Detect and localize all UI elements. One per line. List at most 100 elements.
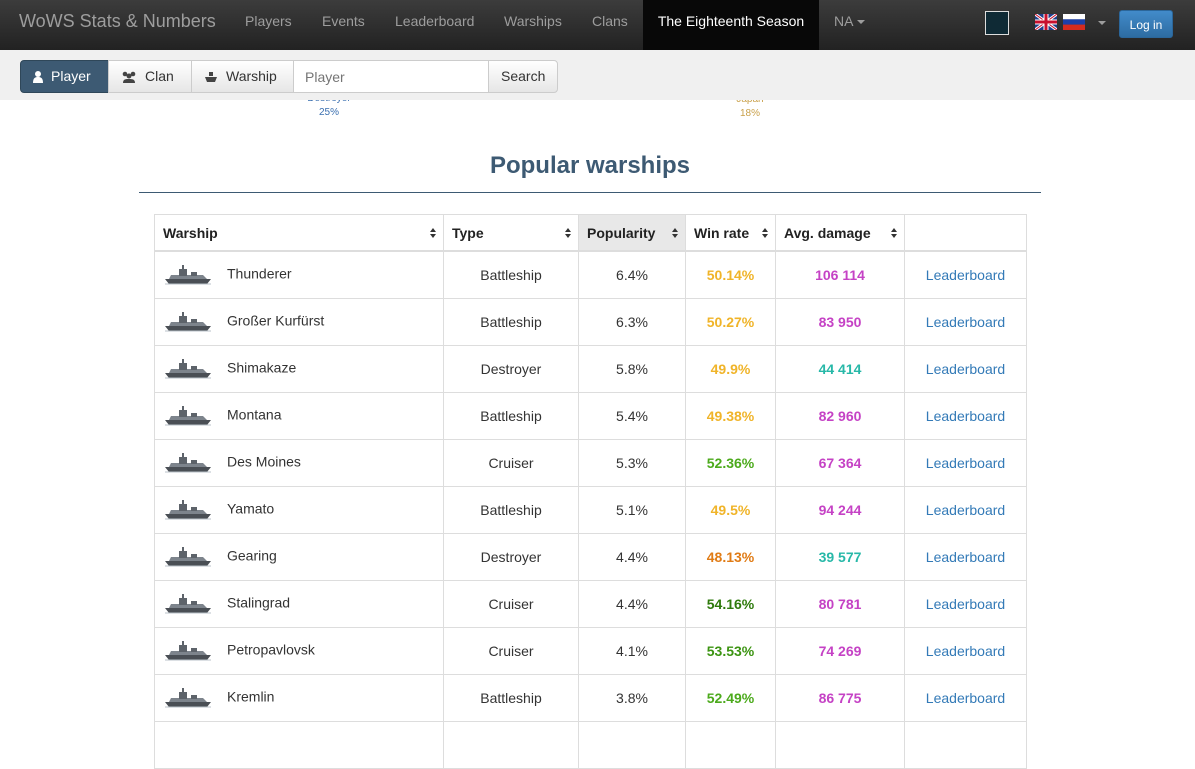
- avg-damage-cell: 67 364: [775, 439, 905, 487]
- ship-image: [165, 406, 211, 426]
- login-button[interactable]: Log in: [1119, 10, 1173, 38]
- nav-link[interactable]: Warships: [504, 13, 562, 29]
- nav-link[interactable]: Players: [245, 13, 292, 29]
- nav-link[interactable]: Leaderboard: [395, 13, 475, 29]
- popularity-cell: 5.3%: [578, 439, 686, 487]
- table-row-partial: [154, 721, 1027, 769]
- win-rate-cell: 50.27%: [685, 298, 776, 346]
- avg-damage-cell: 83 950: [775, 298, 905, 346]
- region-dropdown[interactable]: NA: [834, 0, 866, 50]
- warship-name: Stalingrad: [227, 594, 291, 611]
- leaderboard-link[interactable]: Leaderboard: [904, 439, 1027, 487]
- warship-cell: Montana: [154, 392, 444, 440]
- warship-name: Großer Kurfürst: [227, 312, 325, 329]
- win-rate-cell: 48.13%: [685, 533, 776, 581]
- search-button[interactable]: Search: [488, 60, 559, 93]
- win-rate-cell: 50.14%: [685, 250, 776, 299]
- brand[interactable]: WoWS Stats & Numbers: [19, 11, 216, 31]
- leaderboard-link[interactable]: Leaderboard: [904, 298, 1027, 346]
- avg-damage-cell: 82 960: [775, 392, 905, 440]
- avg-damage-cell: 86 775: [775, 674, 905, 722]
- table-row: Petropavlovsk Cruiser 4.1% 53.53% 74 269 Lead…: [154, 627, 1027, 675]
- avg-damage-cell: 80 781: [775, 580, 905, 628]
- ship-image: [165, 453, 211, 473]
- column-header[interactable]: Warship: [154, 214, 444, 252]
- table-row: Stalingrad Cruiser 4.4% 54.16% 80 781 Leaderb…: [154, 580, 1027, 628]
- flag-uk[interactable]: [1035, 14, 1057, 30]
- type-cell: Battleship: [443, 298, 579, 346]
- avg-damage-cell: 44 414: [775, 345, 905, 393]
- search-input[interactable]: [293, 60, 489, 93]
- sort-icon: [762, 228, 768, 238]
- ship-image: [165, 500, 211, 520]
- tab-label: Warship: [226, 68, 277, 84]
- divider: [139, 192, 1041, 193]
- win-rate-cell: 49.38%: [685, 392, 776, 440]
- ship-image: [165, 265, 211, 285]
- section-heading: Popular warships: [489, 152, 691, 179]
- table-row: Des Moines Cruiser 5.3% 52.36% 67 364 Leaderb…: [154, 439, 1027, 487]
- avg-damage-cell: 94 244: [775, 486, 905, 534]
- table-row: Montana Battleship 5.4% 49.38% 82 960 Leaderb…: [154, 392, 1027, 440]
- header-label: Popularity: [587, 224, 656, 241]
- empty-cell: [443, 721, 579, 769]
- ship-image: [165, 641, 211, 661]
- header-label: Warship: [163, 224, 218, 241]
- sort-icon: [430, 228, 436, 238]
- win-rate-cell: 49.9%: [685, 345, 776, 393]
- navbar: WoWS Stats & Numbers Players Events Lead…: [0, 0, 1195, 50]
- win-rate-cell: 53.53%: [685, 627, 776, 675]
- sort-icon: [672, 228, 678, 238]
- header-label: Avg. damage: [784, 224, 871, 241]
- column-header[interactable]: Avg. damage: [775, 214, 905, 252]
- column-header[interactable]: Type: [443, 214, 579, 252]
- tab-label: Clan: [145, 68, 174, 84]
- leaderboard-link[interactable]: Leaderboard: [904, 533, 1027, 581]
- avg-damage-cell: 74 269: [775, 627, 905, 675]
- warship-cell: Shimakaze: [154, 345, 444, 393]
- chart-value: 18%: [739, 108, 760, 119]
- nav-link[interactable]: Events: [322, 13, 365, 29]
- column-header[interactable]: Win rate: [685, 214, 776, 252]
- table-body: Thunderer Battleship 6.4% 50.14% 106 114 Lead…: [154, 250, 1027, 769]
- column-header[interactable]: Popularity: [578, 214, 686, 252]
- leaderboard-link[interactable]: Leaderboard: [904, 486, 1027, 534]
- leaderboard-link[interactable]: Leaderboard: [904, 345, 1027, 393]
- warship-cell: Thunderer: [154, 250, 444, 299]
- empty-cell: [154, 721, 444, 769]
- icon-ship: [205, 71, 217, 82]
- win-rate-cell: 52.36%: [685, 439, 776, 487]
- tab-clan[interactable]: Clan: [108, 60, 192, 93]
- empty-cell: [685, 721, 776, 769]
- type-cell: Destroyer: [443, 345, 579, 393]
- leaderboard-link[interactable]: Leaderboard: [904, 674, 1027, 722]
- leaderboard-link[interactable]: Leaderboard: [904, 627, 1027, 675]
- table-row: Thunderer Battleship 6.4% 50.14% 106 114 Lead…: [154, 250, 1027, 299]
- popularity-cell: 6.4%: [578, 250, 686, 299]
- tab-player[interactable]: Player: [20, 60, 109, 93]
- warship-cell: Gearing: [154, 533, 444, 581]
- leaderboard-link[interactable]: Leaderboard: [904, 580, 1027, 628]
- color-swatch[interactable]: [985, 11, 1009, 35]
- tab-warship[interactable]: Warship: [191, 60, 294, 93]
- leaderboard-link[interactable]: Leaderboard: [904, 250, 1027, 299]
- empty-cell: [578, 721, 686, 769]
- popularity-cell: 5.4%: [578, 392, 686, 440]
- warships-table: Warship Type Popularity Win rate Avg. damage…: [154, 214, 1027, 769]
- flag-ru[interactable]: [1063, 14, 1085, 30]
- nav-link[interactable]: Clans: [592, 13, 628, 29]
- chart-value: 25%: [318, 107, 339, 118]
- warship-cell: Yamato: [154, 486, 444, 534]
- nav-link-active[interactable]: The Eighteenth Season: [643, 0, 819, 50]
- leaderboard-link[interactable]: Leaderboard: [904, 392, 1027, 440]
- column-header-empty: [904, 214, 1027, 252]
- popularity-cell: 4.4%: [578, 533, 686, 581]
- win-rate-cell: 49.5%: [685, 486, 776, 534]
- table-row: Kremlin Battleship 3.8% 52.49% 86 775 Leaderb…: [154, 674, 1027, 722]
- type-cell: Battleship: [443, 250, 579, 299]
- popularity-cell: 4.1%: [578, 627, 686, 675]
- ship-image: [165, 359, 211, 379]
- region-label: NA: [834, 13, 854, 29]
- type-cell: Battleship: [443, 392, 579, 440]
